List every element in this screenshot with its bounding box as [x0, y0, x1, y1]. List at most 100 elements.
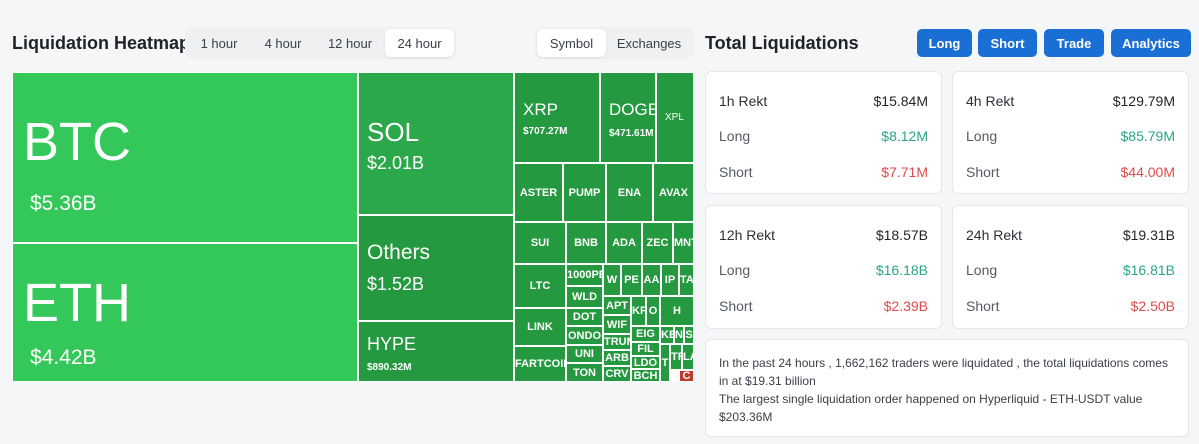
- tile-wif[interactable]: WIF: [603, 315, 631, 334]
- tile-o[interactable]: O: [646, 296, 660, 326]
- tile-symbol: FARTCOIN: [515, 358, 566, 370]
- card-label: 12h Rekt: [719, 227, 776, 243]
- tile-ke[interactable]: KE: [660, 326, 674, 344]
- tile-ada[interactable]: ADA: [606, 222, 642, 264]
- tile-hype[interactable]: HYPE $890.32M: [358, 321, 514, 382]
- tile-doge[interactable]: DOGE $471.61M: [600, 72, 656, 163]
- tile-symbol: CRV: [605, 368, 629, 380]
- tile-t[interactable]: T: [660, 344, 670, 382]
- tile-c[interactable]: C: [679, 370, 694, 382]
- tile-ldo[interactable]: LDO: [631, 356, 660, 369]
- tile-kp[interactable]: KP: [631, 296, 646, 326]
- group-option-symbol[interactable]: Symbol: [537, 29, 606, 57]
- time-option-1h[interactable]: 1 hour: [200, 35, 238, 51]
- tile-symbol: LTC: [529, 280, 551, 292]
- tile-aster[interactable]: ASTER: [514, 163, 563, 222]
- tile-arb[interactable]: ARB: [603, 350, 631, 366]
- tile-s[interactable]: S: [684, 326, 694, 344]
- tile-sol[interactable]: SOL $2.01B: [358, 72, 514, 215]
- tile-crv[interactable]: CRV: [603, 366, 631, 382]
- tile-symbol: HYPE: [367, 334, 417, 354]
- tile-value: $707.27M: [523, 126, 568, 137]
- time-range-selector: 1 hour 4 hour 12 hour 24 hour: [185, 27, 456, 59]
- tile-value: $471.61M: [609, 128, 654, 139]
- tile-pump[interactable]: PUMP: [563, 163, 606, 222]
- tile-eig[interactable]: EIG: [631, 326, 660, 342]
- tile-symbol: IP: [664, 274, 676, 286]
- tile-symbol: LA: [683, 351, 693, 363]
- tile-symbol: WLD: [571, 291, 598, 303]
- tile-avax[interactable]: AVAX: [653, 163, 694, 222]
- tile-mnt[interactable]: MNT: [673, 222, 694, 264]
- short-label: Short: [719, 298, 753, 314]
- tile-ena[interactable]: ENA: [606, 163, 653, 222]
- tile-symbol: TON: [572, 366, 597, 379]
- tile-symbol: XPL: [665, 112, 684, 123]
- time-option-4h[interactable]: 4 hour: [264, 35, 302, 51]
- tile-wld[interactable]: WLD: [566, 286, 603, 308]
- tile-symbol: LDO: [633, 356, 658, 369]
- tile-xpl[interactable]: XPL: [656, 72, 694, 163]
- long-button[interactable]: Long: [917, 29, 972, 57]
- time-option-24h[interactable]: 24 hour: [385, 29, 454, 57]
- tile-value: $5.36B: [30, 192, 97, 215]
- heatmap-title: Liquidation Heatmap: [12, 33, 191, 53]
- total-liquidations-title: Total Liquidations: [705, 33, 859, 53]
- tile-others[interactable]: Others $1.52B: [358, 215, 514, 321]
- tile-value: $1.52B: [367, 274, 425, 294]
- card-1h-rekt: 1h Rekt $15.84M Long $8.12M Short $7.71M: [705, 71, 942, 194]
- tile-ltc[interactable]: LTC: [514, 264, 566, 308]
- tile-bnb[interactable]: BNB: [566, 222, 606, 264]
- tile-symbol: DOGE: [609, 100, 656, 119]
- tile-symbol: FIL: [637, 343, 654, 355]
- tile-symbol: TRUMP: [604, 336, 630, 348]
- tile-symbol: DOT: [572, 311, 597, 323]
- tile-symbol: H: [673, 305, 681, 317]
- trade-button[interactable]: Trade: [1044, 29, 1104, 57]
- long-value: $8.12M: [881, 128, 928, 144]
- tile-zec[interactable]: ZEC: [642, 222, 673, 264]
- tile-tr[interactable]: TR: [670, 344, 682, 370]
- tile-link[interactable]: LINK: [514, 308, 566, 346]
- tile-xrp[interactable]: XRP $707.27M: [514, 72, 600, 163]
- tile-la[interactable]: LA: [682, 344, 694, 370]
- analytics-button[interactable]: Analytics: [1111, 29, 1191, 57]
- tile-h[interactable]: H: [660, 296, 694, 326]
- tile-symbol: 1000PEPE: [567, 269, 602, 281]
- liquidation-summary: In the past 24 hours , 1,662,162 traders…: [705, 339, 1189, 437]
- tile-btc[interactable]: BTC $5.36B: [12, 72, 358, 243]
- grouping-selector: Symbol Exchanges: [535, 27, 694, 59]
- tile-fartcoin[interactable]: FARTCOIN: [514, 346, 566, 382]
- summary-largest-order-text: The largest single liquidation order hap…: [719, 392, 1143, 424]
- group-option-exchanges[interactable]: Exchanges: [616, 35, 682, 51]
- tile-ondo[interactable]: ONDO: [566, 326, 603, 345]
- tile-aa[interactable]: AA: [642, 264, 661, 296]
- tile-n[interactable]: N: [674, 326, 684, 344]
- tile-symbol: KP: [632, 305, 646, 317]
- time-option-12h[interactable]: 12 hour: [327, 35, 373, 51]
- tile-symbol: Others: [367, 241, 431, 264]
- short-value: $7.71M: [881, 164, 928, 180]
- tile-eth[interactable]: ETH $4.42B: [12, 243, 358, 382]
- tile-symbol: S: [685, 329, 693, 341]
- short-button[interactable]: Short: [978, 29, 1037, 57]
- short-value: $44.00M: [1120, 164, 1175, 180]
- tile-uni[interactable]: UNI: [566, 345, 603, 363]
- tile-dot[interactable]: DOT: [566, 308, 603, 326]
- tile-sui[interactable]: SUI: [514, 222, 566, 264]
- tile-apt[interactable]: APT: [603, 296, 631, 315]
- tile-bch[interactable]: BCH: [631, 369, 660, 382]
- tile-ta[interactable]: TA: [679, 264, 694, 296]
- tile-symbol: PUMP: [568, 186, 601, 199]
- tile-symbol: MNT: [674, 237, 693, 249]
- tile-fil[interactable]: FIL: [631, 342, 660, 356]
- tile-symbol: N: [675, 329, 683, 341]
- tile-symbol: ADA: [612, 237, 636, 249]
- tile-ton[interactable]: TON: [566, 363, 603, 382]
- tile-trump[interactable]: TRUMP: [603, 334, 631, 350]
- tile-pe[interactable]: PE: [621, 264, 642, 296]
- tile-w[interactable]: W: [603, 264, 621, 296]
- tile-ip[interactable]: IP: [661, 264, 679, 296]
- tile-1000pepe[interactable]: 1000PEPE: [566, 264, 603, 286]
- long-value: $16.81B: [1122, 262, 1175, 278]
